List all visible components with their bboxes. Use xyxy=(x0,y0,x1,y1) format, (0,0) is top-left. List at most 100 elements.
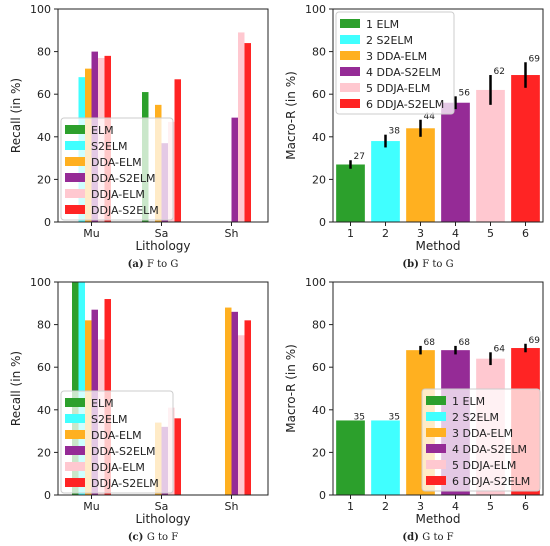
legend-box xyxy=(421,388,541,492)
plot-frame xyxy=(57,281,269,496)
legend-swatch xyxy=(340,19,360,28)
value-label: 68 xyxy=(424,338,436,348)
legend-swatch xyxy=(65,125,85,134)
x-tick-label: 3 xyxy=(417,500,424,513)
value-label: 64 xyxy=(494,344,506,354)
legend-swatch xyxy=(65,157,85,166)
bar-ddja-s2elm-sh xyxy=(244,320,251,495)
y-tick-label: 40 xyxy=(312,131,326,144)
legend-label: DDA-ELM xyxy=(91,429,142,442)
bar-method-6 xyxy=(511,75,540,222)
chart-panel-d: 0 20 40 60 80 100 Macro-R (in %) Method (d) G to… xyxy=(275,273,550,546)
x-tick-label: 6 xyxy=(522,227,529,240)
legend-label: 4 DDA-S2ELM xyxy=(366,66,441,79)
legend-label: 6 DDJA-S2ELM xyxy=(366,98,444,111)
y-tick-label: 0 xyxy=(319,489,326,502)
bar-dda-s2elm-sh xyxy=(231,311,238,495)
legend-label: 2 S2ELM xyxy=(452,411,499,424)
x-axis-label: Lithology xyxy=(135,239,190,253)
plot-frame xyxy=(57,8,269,223)
legend-swatch xyxy=(65,205,85,214)
y-tick-label: 40 xyxy=(37,131,51,144)
x-tick-label: 2 xyxy=(382,500,389,513)
bar-ddja-s2elm-sa xyxy=(174,418,181,495)
bar-ddja-s2elm-sh xyxy=(244,43,251,222)
value-label: 35 xyxy=(354,412,365,422)
chart-panel-a: 0 20 40 60 80 100 Recall (in %) Lithology (a) F … xyxy=(0,0,275,273)
y-tick-label: 0 xyxy=(44,489,51,502)
y-tick-label: 60 xyxy=(312,88,326,101)
legend-swatch xyxy=(426,428,446,437)
x-tick-label: 2 xyxy=(382,227,389,240)
x-tick-label: Mu xyxy=(83,500,99,513)
y-tick-label: 100 xyxy=(305,276,326,289)
legend-swatch xyxy=(65,173,85,182)
caption-text: G to F xyxy=(147,532,178,543)
x-tick-label: 4 xyxy=(452,227,459,240)
y-axis-label: Macro-R (in %) xyxy=(284,71,298,160)
legend-label: S2ELM xyxy=(91,140,128,153)
caption-text: F to G xyxy=(422,259,453,270)
value-label: 35 xyxy=(389,412,400,422)
plot-frame xyxy=(332,8,544,223)
legend-label: ELM xyxy=(91,397,114,410)
y-tick-label: 80 xyxy=(37,319,51,332)
figure-caption: (c) G to F xyxy=(128,532,178,543)
bar-method-5 xyxy=(476,89,505,222)
bar-method-1 xyxy=(336,164,365,222)
legend-label: ELM xyxy=(91,124,114,137)
legend-swatch xyxy=(426,460,446,469)
bar-method-3 xyxy=(406,128,435,222)
x-axis-label: Method xyxy=(415,239,460,253)
y-tick-label: 80 xyxy=(37,46,51,59)
x-tick-label: Sa xyxy=(155,500,169,513)
legend-swatch xyxy=(65,478,85,487)
legend-swatch xyxy=(65,141,85,150)
legend-swatch xyxy=(340,51,360,60)
y-tick-label: 60 xyxy=(312,361,326,374)
chart-d-svg: 0 20 40 60 80 100 Macro-R (in %) Method (d) G to… xyxy=(284,276,544,543)
x-tick-label: Sh xyxy=(225,500,239,513)
y-tick-label: 20 xyxy=(37,446,51,459)
bar-ddja-s2elm-sa xyxy=(174,79,181,222)
value-label: 68 xyxy=(459,338,471,348)
x-tick-label: 4 xyxy=(452,500,459,513)
value-label: 27 xyxy=(354,152,365,162)
y-tick-label: 100 xyxy=(30,3,51,16)
y-tick-label: 20 xyxy=(37,173,51,186)
plot-frame xyxy=(332,281,544,496)
y-tick-label: 20 xyxy=(312,173,326,186)
legend-box xyxy=(60,390,174,494)
legend-label: DDJA-S2ELM xyxy=(91,204,159,217)
bar-dda-s2elm-sh xyxy=(231,117,238,222)
legend-swatch xyxy=(65,446,85,455)
y-tick-label: 60 xyxy=(37,88,51,101)
x-tick-label: 5 xyxy=(487,227,494,240)
legend-label: DDJA-S2ELM xyxy=(91,477,159,490)
bar-ddja-elm-sh xyxy=(238,335,245,495)
y-tick-label: 20 xyxy=(312,446,326,459)
value-label: 38 xyxy=(389,127,401,137)
bar-ddja-elm-sh xyxy=(238,32,245,223)
y-tick-label: 80 xyxy=(312,46,326,59)
bar-method-4 xyxy=(441,102,470,222)
legend-swatch xyxy=(65,414,85,423)
legend-box xyxy=(60,117,174,221)
bar-s2elm-mu xyxy=(78,282,85,495)
legend-swatch xyxy=(65,398,85,407)
value-label: 62 xyxy=(494,67,505,77)
legend-label: DDA-S2ELM xyxy=(91,172,156,185)
legend-swatch xyxy=(340,35,360,44)
value-label: 44 xyxy=(424,112,436,122)
figure-caption: (a) F to G xyxy=(128,259,179,270)
chart-a-svg: 0 20 40 60 80 100 Recall (in %) Lithology (a) F … xyxy=(9,3,269,270)
caption-letter: (b) xyxy=(402,259,422,270)
value-label: 69 xyxy=(529,54,541,64)
legend-swatch xyxy=(65,462,85,471)
legend-box xyxy=(335,11,455,115)
legend-label: 5 DDJA-ELM xyxy=(366,82,430,95)
y-tick-label: 100 xyxy=(30,276,51,289)
y-tick-label: 80 xyxy=(312,319,326,332)
value-label: 56 xyxy=(459,88,471,98)
bar-method-2 xyxy=(371,141,400,222)
